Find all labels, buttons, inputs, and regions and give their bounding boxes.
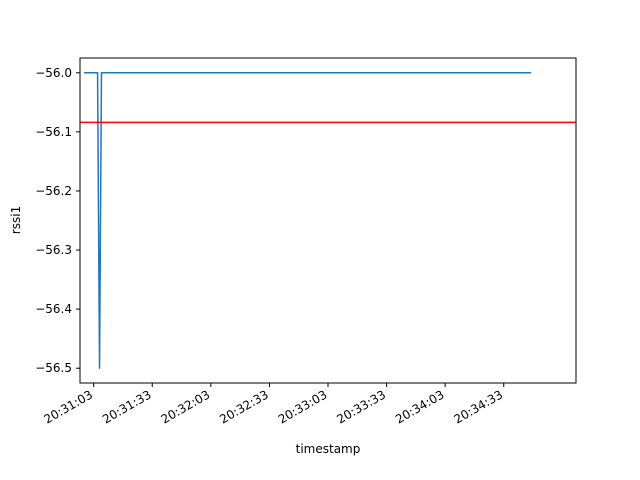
y-axis: −56.0 −56.1 −56.2 −56.3 −56.4 −56.5 — [35, 66, 80, 375]
y-tick-label: −56.2 — [35, 184, 72, 198]
y-tick-label: −56.4 — [35, 302, 72, 316]
x-tick-label: 20:32:33 — [217, 387, 271, 426]
x-axis: 20:31:03 20:31:33 20:32:03 20:32:33 20:33:03… — [41, 383, 505, 427]
y-axis-label: rssi1 — [9, 206, 23, 234]
x-tick-label: 20:34:33 — [452, 387, 506, 426]
series-line — [83, 72, 532, 369]
plot-marks — [80, 72, 576, 369]
x-tick-label: 20:32:03 — [159, 387, 213, 426]
x-tick-label: 20:31:33 — [100, 387, 154, 426]
plot-frame — [79, 57, 577, 384]
x-tick-label: 20:31:03 — [41, 387, 95, 426]
y-tick-label: −56.3 — [35, 243, 72, 257]
x-tick-label: 20:33:33 — [334, 387, 388, 426]
y-tick-label: −56.5 — [35, 361, 72, 375]
x-tick-label: 20:33:03 — [276, 387, 330, 426]
x-axis-label: timestamp — [296, 442, 361, 456]
y-tick-label: −56.1 — [35, 125, 72, 139]
x-tick-label: 20:34:03 — [393, 387, 447, 426]
y-tick-label: −56.0 — [35, 66, 72, 80]
